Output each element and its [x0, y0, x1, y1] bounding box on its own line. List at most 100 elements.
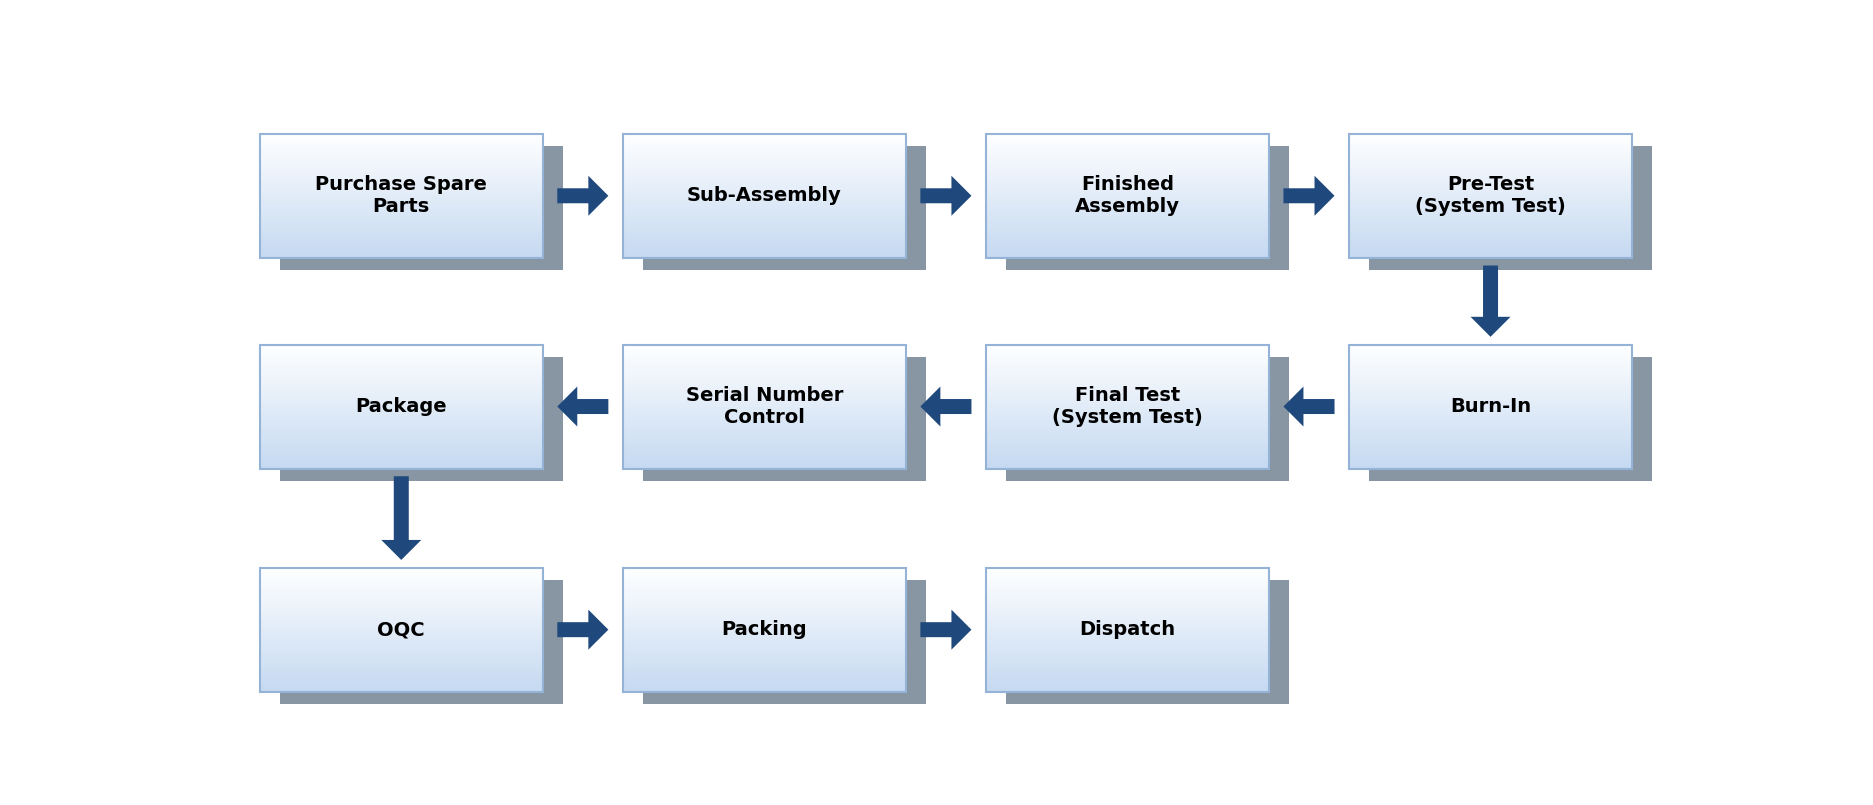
- Bar: [985, 251, 1268, 254]
- Bar: [985, 353, 1268, 355]
- Bar: [985, 611, 1268, 613]
- Bar: [622, 177, 905, 180]
- Bar: [1349, 349, 1631, 351]
- Bar: [1349, 380, 1631, 382]
- Bar: [985, 580, 1268, 582]
- Bar: [1349, 365, 1631, 367]
- Bar: [985, 361, 1268, 363]
- Bar: [622, 382, 905, 384]
- Bar: [260, 603, 543, 605]
- Bar: [622, 242, 905, 243]
- Bar: [1349, 246, 1631, 247]
- Bar: [985, 147, 1268, 148]
- Bar: [260, 378, 543, 380]
- Bar: [622, 605, 905, 607]
- Bar: [622, 402, 905, 404]
- Bar: [622, 175, 905, 177]
- Bar: [622, 654, 905, 657]
- Bar: [985, 144, 1268, 147]
- Bar: [622, 138, 905, 140]
- Bar: [985, 409, 1268, 411]
- Bar: [622, 251, 905, 254]
- Bar: [622, 231, 905, 233]
- Bar: [1349, 425, 1631, 427]
- Bar: [985, 433, 1268, 436]
- Bar: [622, 345, 905, 347]
- Bar: [622, 411, 905, 413]
- Bar: [1349, 159, 1631, 161]
- Bar: [1349, 233, 1631, 235]
- Bar: [622, 190, 905, 192]
- Bar: [260, 388, 543, 390]
- Bar: [1349, 353, 1631, 355]
- Bar: [622, 159, 905, 161]
- Bar: [1349, 165, 1631, 167]
- Bar: [985, 250, 1268, 251]
- Bar: [985, 156, 1268, 159]
- Bar: [622, 349, 905, 351]
- Bar: [260, 669, 543, 671]
- Bar: [260, 609, 543, 611]
- Bar: [622, 378, 905, 380]
- Bar: [985, 595, 1268, 597]
- Bar: [1349, 155, 1631, 156]
- Bar: [985, 423, 1268, 425]
- Bar: [622, 371, 905, 374]
- Bar: [622, 227, 905, 229]
- Bar: [1349, 436, 1631, 438]
- Bar: [985, 206, 1268, 208]
- Bar: [1349, 138, 1631, 140]
- Bar: [260, 634, 543, 636]
- Bar: [622, 407, 905, 409]
- Bar: [622, 417, 905, 419]
- Bar: [985, 572, 1268, 574]
- Bar: [1349, 192, 1631, 194]
- Bar: [260, 239, 543, 241]
- Bar: [622, 601, 905, 603]
- Bar: [985, 398, 1268, 400]
- Text: Packing: Packing: [721, 620, 807, 639]
- Bar: [985, 576, 1268, 578]
- Bar: [985, 464, 1268, 466]
- Bar: [622, 142, 905, 144]
- Bar: [1349, 369, 1631, 371]
- Bar: [642, 580, 925, 704]
- Bar: [260, 440, 543, 442]
- Bar: [260, 169, 543, 171]
- Text: Serial Number
Control: Serial Number Control: [686, 386, 843, 427]
- Text: OQC: OQC: [376, 620, 425, 639]
- Bar: [260, 177, 543, 180]
- Bar: [622, 213, 905, 214]
- Bar: [985, 419, 1268, 421]
- Bar: [1349, 407, 1631, 409]
- Bar: [622, 250, 905, 251]
- Bar: [260, 640, 543, 642]
- Bar: [622, 454, 905, 456]
- Bar: [260, 180, 543, 181]
- Bar: [260, 652, 543, 654]
- Bar: [260, 159, 543, 161]
- Bar: [1349, 462, 1631, 464]
- Bar: [622, 198, 905, 200]
- Bar: [279, 357, 564, 481]
- Bar: [260, 355, 543, 357]
- Bar: [622, 200, 905, 202]
- Bar: [985, 599, 1268, 601]
- Bar: [622, 254, 905, 256]
- Bar: [985, 679, 1268, 681]
- Bar: [985, 460, 1268, 462]
- Bar: [622, 675, 905, 677]
- Bar: [1349, 444, 1631, 446]
- Bar: [260, 617, 543, 619]
- Bar: [260, 218, 543, 221]
- Bar: [260, 437, 543, 440]
- Bar: [985, 378, 1268, 380]
- Bar: [985, 136, 1268, 138]
- Bar: [622, 588, 905, 590]
- Bar: [260, 454, 543, 456]
- Bar: [260, 679, 543, 681]
- Bar: [260, 213, 543, 214]
- Bar: [1349, 180, 1631, 181]
- Bar: [985, 173, 1268, 175]
- Bar: [1349, 437, 1631, 440]
